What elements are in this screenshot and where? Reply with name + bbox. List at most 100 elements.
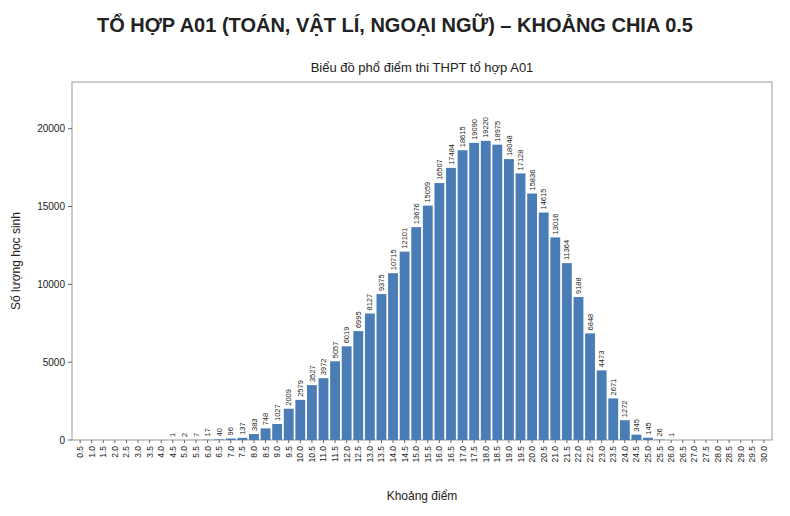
- data-label: 19090: [470, 119, 479, 140]
- x-tick-label: 27.0: [689, 446, 699, 463]
- bar: [620, 420, 630, 440]
- x-tick-label: 24.5: [631, 446, 641, 463]
- x-tick-label: 28.5: [724, 446, 734, 463]
- x-tick-label: 26.5: [678, 446, 688, 463]
- x-tick-label: 8.0: [249, 446, 259, 458]
- x-tick-label: 14.5: [400, 446, 410, 463]
- y-tick-label: 15000: [37, 201, 65, 212]
- x-tick-label: 6.5: [214, 446, 224, 458]
- y-tick-label: 10000: [37, 279, 65, 290]
- x-tick-label: 12.0: [342, 446, 352, 463]
- data-label: 6848: [586, 314, 595, 331]
- x-tick-label: 9.5: [284, 446, 294, 458]
- data-label: 5057: [331, 342, 340, 359]
- bar: [539, 213, 549, 440]
- x-tick-label: 25.0: [643, 446, 653, 463]
- bar: [469, 143, 479, 440]
- x-tick: [705, 440, 706, 443]
- x-tick: [497, 440, 498, 443]
- data-label: 7: [192, 433, 201, 437]
- data-label: 9188: [574, 277, 583, 294]
- x-tick-label: 2.5: [121, 446, 131, 458]
- x-tick-label: 20.0: [527, 446, 537, 463]
- x-tick-label: 23.5: [608, 446, 618, 463]
- data-label: 145: [644, 422, 653, 435]
- bar: [87, 440, 97, 441]
- x-tick: [532, 440, 533, 443]
- x-tick: [671, 440, 672, 443]
- chart: TỔ HỢP A01 (TOÁN, VẬT LÍ, NGOẠI NGỮ) – K…: [0, 0, 790, 516]
- x-tick-label: 4.0: [156, 446, 166, 458]
- data-label: 13016: [551, 214, 560, 235]
- x-tick-label: 7.0: [226, 446, 236, 458]
- x-tick-label: 13.5: [376, 446, 386, 463]
- data-label: 6019: [342, 327, 351, 344]
- x-tick-label: 22.5: [585, 446, 595, 463]
- data-label: 15836: [528, 170, 537, 191]
- x-tick-label: 3.5: [145, 446, 155, 458]
- x-tick: [219, 440, 220, 443]
- data-label: 18048: [505, 135, 514, 156]
- x-tick: [416, 440, 417, 443]
- data-label: 10715: [389, 249, 398, 270]
- bar: [759, 440, 769, 441]
- data-label: 16507: [435, 159, 444, 180]
- data-label: 17: [203, 428, 212, 436]
- data-label: 748: [261, 413, 270, 426]
- bar: [562, 263, 572, 440]
- x-tick: [485, 440, 486, 443]
- x-tick: [358, 440, 359, 443]
- x-tick-label: 15.5: [423, 446, 433, 463]
- data-label: 4473: [597, 351, 606, 368]
- data-label: 383: [250, 419, 259, 432]
- x-tick: [508, 440, 509, 443]
- bar: [458, 150, 468, 440]
- x-tick-label: 1.0: [87, 446, 97, 458]
- x-tick: [439, 440, 440, 443]
- x-tick: [555, 440, 556, 443]
- bar: [145, 440, 155, 441]
- bar: [574, 297, 584, 440]
- bar: [492, 145, 502, 440]
- bar: [284, 409, 294, 440]
- data-label: 2009: [284, 389, 293, 406]
- data-label: 2579: [296, 380, 305, 397]
- x-tick: [427, 440, 428, 443]
- x-tick-label: 27.5: [701, 446, 711, 463]
- data-label: 1272: [620, 401, 629, 418]
- bar: [110, 440, 120, 441]
- y-tick-label: 5000: [43, 357, 66, 368]
- plot-frame: [72, 82, 772, 440]
- x-tick: [242, 440, 243, 443]
- x-tick-label: 21.0: [550, 446, 560, 463]
- x-tick: [624, 440, 625, 443]
- x-tick-label: 10.0: [295, 446, 305, 463]
- x-tick: [381, 440, 382, 443]
- x-tick: [717, 440, 718, 443]
- x-tick-label: 12.5: [353, 446, 363, 463]
- data-label: 12101: [400, 228, 409, 249]
- bar: [295, 400, 305, 440]
- data-label: 137: [238, 422, 247, 435]
- x-tick: [450, 440, 451, 443]
- x-tick: [520, 440, 521, 443]
- x-tick-label: 20.5: [539, 446, 549, 463]
- data-label: 15059: [423, 182, 432, 203]
- x-tick-label: 18.0: [481, 446, 491, 463]
- bar: [342, 346, 352, 440]
- data-label: 1027: [273, 404, 282, 421]
- bar: [122, 440, 132, 441]
- bar: [678, 440, 688, 441]
- data-label: 3972: [319, 358, 328, 375]
- bar: [631, 435, 641, 440]
- x-tick-label: 3.0: [133, 446, 143, 458]
- bar: [400, 252, 410, 440]
- y-tick-label: 20000: [37, 123, 65, 134]
- bar: [191, 439, 201, 440]
- title: TỔ HỢP A01 (TOÁN, VẬT LÍ, NGOẠI NGỮ) – K…: [97, 13, 693, 36]
- bar: [319, 378, 329, 440]
- data-label: 1: [168, 433, 177, 437]
- x-tick-label: 24.0: [620, 446, 630, 463]
- bar: [98, 440, 108, 441]
- bar: [214, 439, 224, 440]
